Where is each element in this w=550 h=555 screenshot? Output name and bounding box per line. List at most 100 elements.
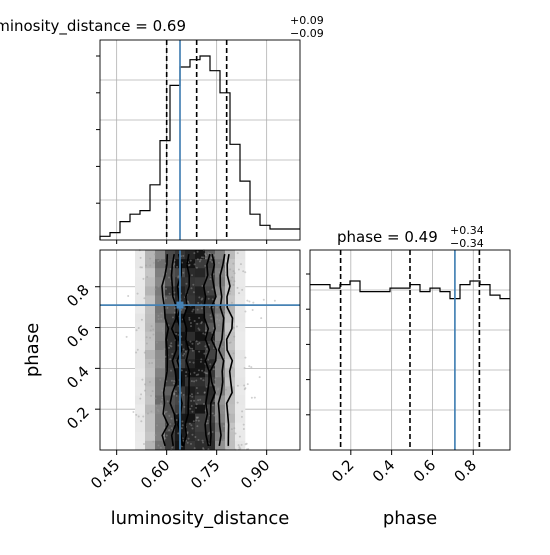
scatter-point [148,380,151,383]
scatter-point [187,302,190,305]
scatter-point [215,391,218,394]
density-cell [225,259,236,269]
density-cell [235,340,246,351]
scatter-point [230,301,233,304]
scatter-point [252,301,255,304]
density-cell [225,250,236,260]
scatter-point [204,372,207,375]
scatter-point [139,397,142,400]
scatter-point [250,396,253,399]
scatter-point [193,447,196,450]
scatter-point [170,345,173,348]
x-tick-label-phase-1: 0.4 [369,456,399,486]
scatter-point [185,371,188,374]
density-cell [235,440,246,451]
density-cell [195,286,206,296]
density-cell [155,359,166,369]
scatter-point [164,437,167,440]
scatter-point [161,389,164,392]
scatter-point [176,265,179,268]
density-cell [155,386,166,396]
density-cell [215,250,226,260]
scatter-point [233,280,236,283]
scatter-point [142,415,145,418]
density-cell [145,395,156,405]
scatter-point [234,432,237,435]
scatter-point [195,266,198,269]
scatter-point [240,443,243,446]
density-cell [155,422,166,433]
scatter-point [199,377,202,380]
density-cell [225,359,236,369]
scatter-point [222,300,225,303]
scatter-point [198,350,201,353]
scatter-point [223,310,226,313]
density-cell [215,386,226,396]
density-cell [205,395,216,405]
scatter-point [197,373,200,376]
density-cell [225,413,236,424]
contour-line-3-right [202,253,211,447]
scatter-point [207,358,210,361]
scatter-point [140,420,143,423]
scatter-point [211,431,214,434]
density-cell [165,313,176,324]
scatter-point [191,347,194,350]
scatter-point [244,387,247,390]
density-cell [195,331,206,342]
scatter-point [188,422,191,425]
tick-labels-layer: 0.45 0.60 0.75 0.90 0.2 0.2 0.4 0.4 0.6 0.6 0.8 0.8 [63,281,480,493]
density-cell [135,340,146,351]
scatter-point [190,325,193,328]
density-cell [155,313,166,324]
scatter-point [211,412,214,415]
density-cell [145,440,156,451]
scatter-point [188,361,191,364]
panel-frame-topL [99,39,301,241]
scatter-point [196,322,199,325]
density-cell [195,322,206,333]
title-phase-minus: −0.34 [450,237,484,250]
scatter-point [213,384,216,387]
scatter-point [206,372,209,375]
density-cell [185,322,196,333]
scatter-point [140,393,143,396]
scatter-point [208,306,211,309]
scatter-point [199,360,202,363]
scatter-point [208,343,211,346]
density-cell [205,340,216,351]
scatter-point [205,347,208,350]
scatter-point [165,410,168,413]
scatter-point [211,260,214,263]
scatter-point [177,385,180,388]
histogram-luminosity-distance [99,55,300,240]
scatter-point [192,361,195,364]
scatter-point [191,349,194,352]
density-cell [205,286,216,296]
scatter-point [140,266,143,269]
density-cell [235,350,246,360]
density-cell [145,313,156,324]
scatter-point [157,410,160,413]
scatter-point [216,398,219,401]
density-cell [135,440,146,451]
density-cell [205,377,216,387]
density-cell [145,259,156,269]
scatter-point [214,378,217,381]
density-cell [225,295,236,305]
density-cell [205,295,216,305]
scatter-point [164,411,167,414]
scatter-point [173,262,176,265]
density-cell [135,386,146,396]
scatter-point [253,396,256,399]
scatter-point [193,371,196,374]
scatter-point [168,292,171,295]
scatter-point [190,380,193,383]
title-ld-plus: +0.09 [290,14,324,27]
scatter-point [238,446,241,449]
scatter-point [204,257,207,260]
scatter-point [159,259,162,262]
scatter-point [204,264,207,267]
density-cell [235,395,246,405]
scatter-point [244,271,247,274]
